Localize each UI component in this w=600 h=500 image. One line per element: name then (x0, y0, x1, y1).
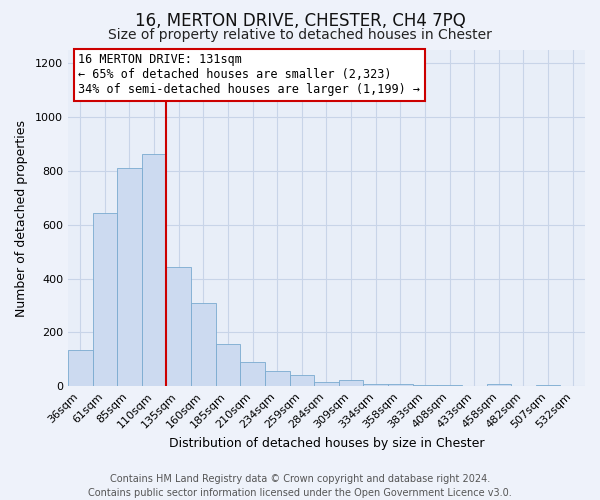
Bar (191, 303, 215, 386)
Bar (68, 350, 92, 386)
X-axis label: Distribution of detached houses by size in Chester: Distribution of detached houses by size … (169, 437, 484, 450)
Text: 16 MERTON DRIVE: 131sqm
← 65% of detached houses are smaller (2,323)
34% of semi: 16 MERTON DRIVE: 131sqm ← 65% of detache… (78, 54, 420, 96)
Bar (166, 266, 191, 386)
Bar (487, 384, 511, 386)
Bar (215, 344, 240, 386)
Bar (388, 384, 413, 386)
Y-axis label: Number of detached properties: Number of detached properties (15, 120, 28, 316)
Bar (265, 372, 290, 386)
Bar (314, 382, 339, 386)
Text: Size of property relative to detached houses in Chester: Size of property relative to detached ho… (108, 28, 492, 42)
Bar (92, 212, 117, 386)
Text: Contains HM Land Registry data © Crown copyright and database right 2024.
Contai: Contains HM Land Registry data © Crown c… (88, 474, 512, 498)
Bar (290, 375, 314, 386)
Bar (413, 385, 437, 386)
Bar (240, 362, 265, 386)
Bar (536, 385, 560, 386)
Bar (117, 168, 142, 386)
Bar (437, 385, 462, 386)
Bar (364, 384, 388, 386)
Bar (339, 380, 364, 386)
Bar (142, 154, 166, 386)
Text: 16, MERTON DRIVE, CHESTER, CH4 7PQ: 16, MERTON DRIVE, CHESTER, CH4 7PQ (134, 12, 466, 30)
